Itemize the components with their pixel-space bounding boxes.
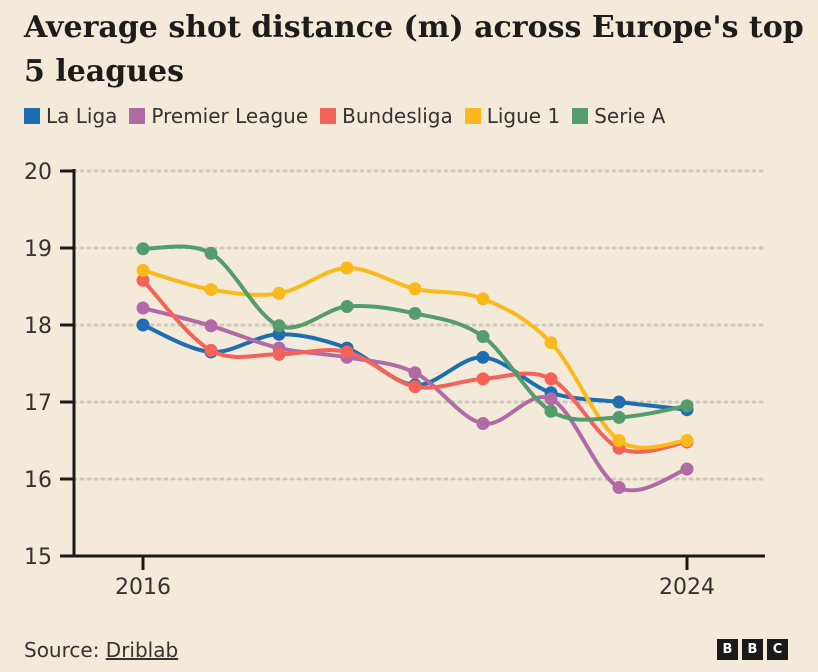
data-point-premier-league	[204, 319, 218, 333]
data-point-bundesliga	[408, 380, 422, 394]
y-tick-label: 16	[24, 468, 52, 493]
legend-label: Serie A	[594, 104, 666, 128]
data-point-serie-a	[612, 410, 626, 424]
data-point-ligue-1	[272, 286, 286, 300]
data-point-serie-a	[272, 319, 286, 333]
legend-swatch	[24, 108, 40, 124]
legend-label: Bundesliga	[342, 104, 453, 128]
data-point-premier-league	[408, 366, 422, 380]
legend-swatch	[464, 108, 481, 124]
legend: La Liga Premier League Bundesliga Ligue 1 Se…	[24, 104, 665, 128]
y-tick-label: 20	[24, 160, 52, 185]
data-point-la-liga	[476, 350, 490, 364]
bbc-logo-letter-1: B	[717, 639, 738, 660]
data-point-ligue-1	[136, 263, 150, 277]
legend-item-bundesliga: Bundesliga	[320, 104, 453, 128]
data-point-serie-a	[204, 246, 218, 260]
series-line-serie-a	[141, 244, 689, 422]
data-point-ligue-1	[544, 336, 558, 350]
legend-swatch	[320, 108, 337, 124]
y-tick-label: 18	[24, 314, 52, 339]
y-tick-label: 15	[24, 545, 52, 570]
legend-item-la-liga: La Liga	[24, 104, 117, 128]
data-point-ligue-1	[476, 292, 490, 306]
data-point-serie-a	[340, 300, 354, 314]
x-tick-label: 2024	[659, 575, 715, 600]
data-point-premier-league	[136, 301, 150, 315]
data-point-bundesliga	[136, 273, 150, 287]
bbc-logo: B B C	[717, 639, 788, 660]
data-point-ligue-1	[204, 283, 218, 297]
data-point-ligue-1	[612, 434, 626, 447]
legend-swatch	[129, 108, 146, 124]
data-point-serie-a	[136, 242, 150, 256]
data-point-bundesliga	[476, 372, 490, 386]
legend-label: La Liga	[46, 104, 118, 128]
data-point-ligue-1	[340, 261, 354, 275]
y-tick-label: 19	[24, 237, 52, 262]
source-line: Source: Driblab	[24, 638, 178, 662]
chart-title: Average shot distance (m) across Europe'…	[24, 10, 804, 89]
legend-item-premier-league: Premier League	[129, 104, 308, 128]
data-point-bundesliga	[340, 345, 354, 359]
bbc-logo-letter-2: B	[742, 639, 763, 660]
data-point-la-liga	[136, 318, 150, 332]
data-point-ligue-1	[408, 282, 422, 296]
x-tick-label: 2016	[115, 575, 171, 600]
data-point-premier-league	[544, 392, 558, 406]
data-point-ligue-1	[680, 434, 694, 447]
data-point-premier-league	[680, 462, 694, 476]
y-tick-label: 17	[24, 391, 52, 416]
legend-label: Premier League	[151, 104, 309, 128]
data-point-la-liga	[612, 395, 626, 409]
legend-swatch	[572, 108, 589, 124]
data-point-bundesliga	[544, 372, 558, 386]
source-label: Source:	[24, 638, 100, 662]
data-point-premier-league	[612, 480, 626, 494]
legend-item-ligue-1: Ligue 1	[464, 104, 561, 128]
bbc-logo-letter-3: C	[767, 639, 788, 660]
data-point-serie-a	[544, 404, 558, 418]
data-point-premier-league	[476, 417, 490, 431]
data-point-serie-a	[680, 399, 694, 413]
data-point-serie-a	[408, 306, 422, 320]
data-point-serie-a	[476, 330, 490, 344]
data-point-bundesliga	[272, 347, 286, 361]
series-line-premier-league	[141, 306, 689, 493]
legend-label: Ligue 1	[486, 104, 561, 128]
source-link[interactable]: Driblab	[105, 638, 179, 662]
data-point-bundesliga	[204, 343, 218, 357]
legend-item-serie-a: Serie A	[572, 104, 665, 128]
